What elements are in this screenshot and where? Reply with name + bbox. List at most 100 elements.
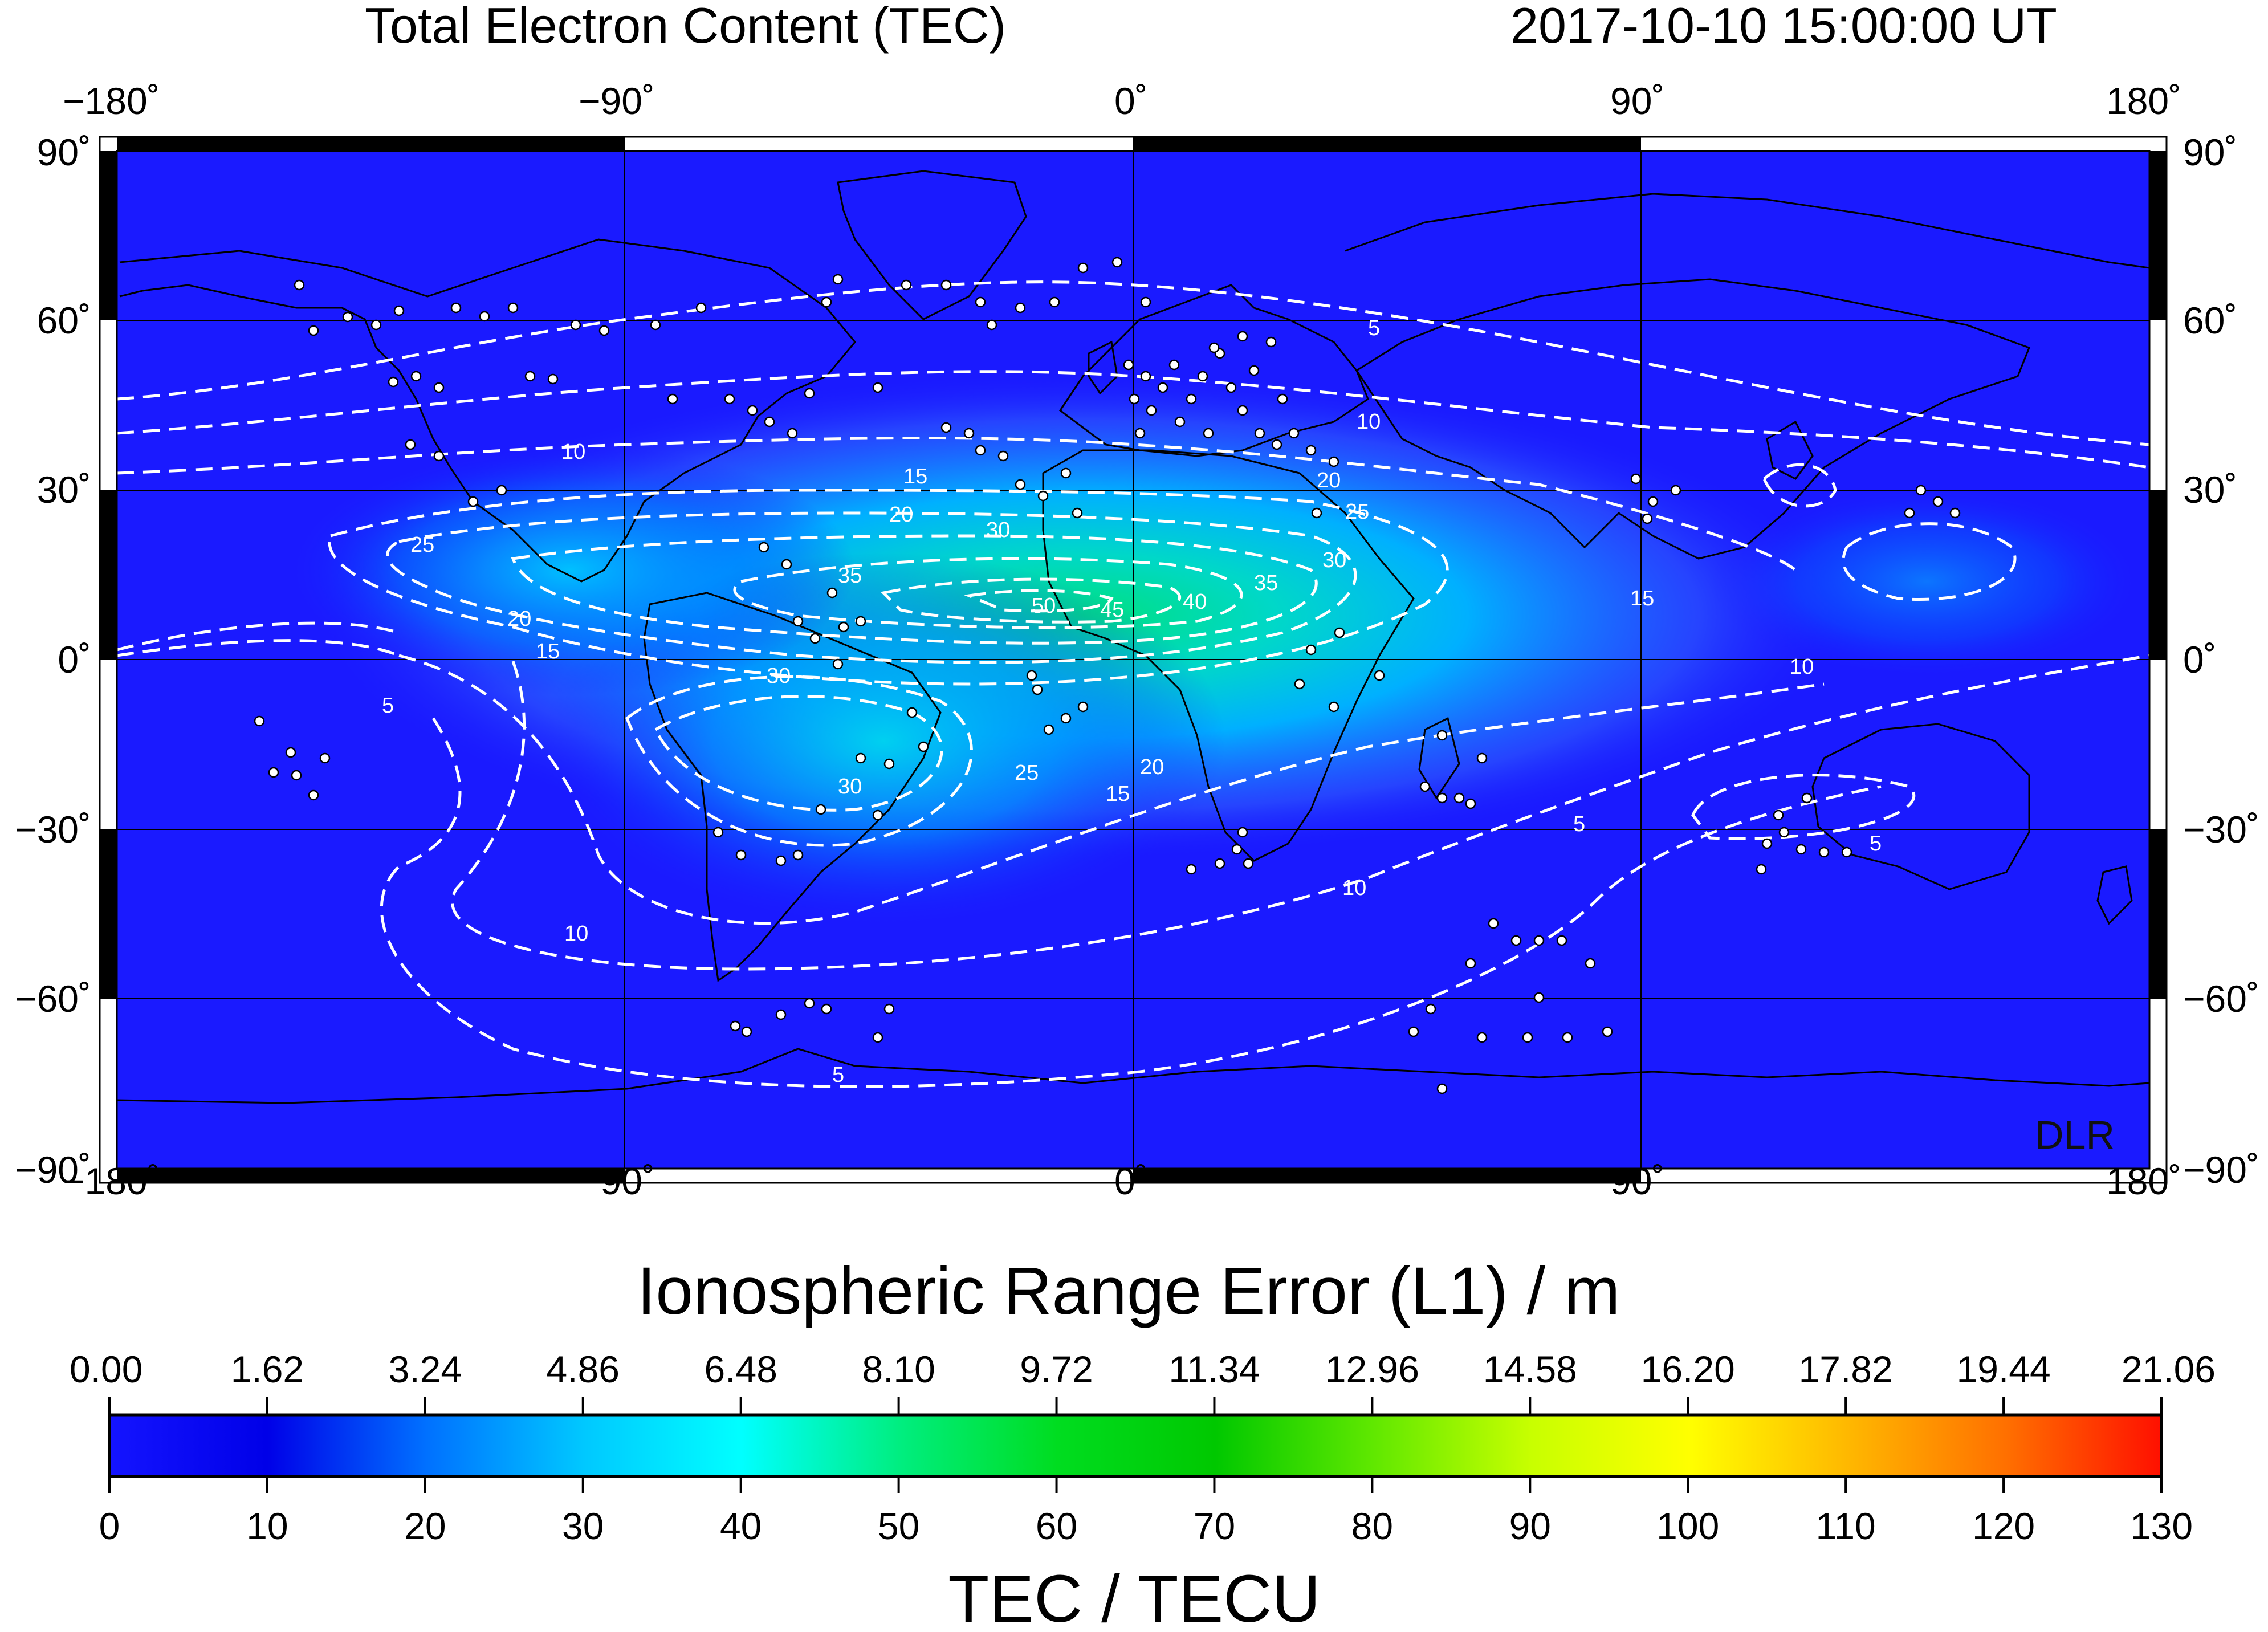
contour-label-35b: 35 <box>1254 571 1278 595</box>
range-error-tick: 19.44 <box>1956 1348 2050 1390</box>
map-border-bars <box>100 137 2167 1183</box>
contour-label-15c: 15 <box>536 640 560 664</box>
range-error-tick: 14.58 <box>1483 1348 1577 1390</box>
lon-tick-bottom: 90˚ <box>1610 1160 1664 1202</box>
lat-tick-right: −90˚ <box>2183 1149 2259 1191</box>
contour-label-15d: 15 <box>1106 782 1130 806</box>
contour-sa-30 <box>653 695 943 812</box>
range-error-tick: 1.62 <box>231 1348 304 1390</box>
lat-tick-left: −90˚ <box>15 1149 91 1191</box>
contour-label-20d: 20 <box>1140 755 1164 779</box>
contour-label-10a: 10 <box>561 440 585 464</box>
lat-tick-left: 60˚ <box>37 299 91 341</box>
coast-greenland <box>837 170 1027 320</box>
contour-label-25c: 25 <box>1015 761 1039 785</box>
contour-labels: 5 10 10 15 20 25 30 35 50 45 40 35 30 25… <box>382 316 1882 1087</box>
graticule <box>117 151 2149 1169</box>
lat-tick-right: 30˚ <box>2183 469 2237 511</box>
outer-frame <box>99 136 2168 1184</box>
lat-tick-right: 90˚ <box>2183 131 2237 173</box>
contour-label-20b: 20 <box>1317 469 1341 493</box>
coast-australia <box>1811 723 2030 890</box>
coast-europe <box>1058 284 1369 457</box>
contour-5-south <box>117 621 1916 1088</box>
contour-asia-10 <box>1762 463 1837 508</box>
range-error-tick: 0.00 <box>70 1348 142 1390</box>
contour-40 <box>880 577 1182 624</box>
contour-label-35a: 35 <box>838 564 862 588</box>
timestamp: 2017-10-10 15:00:00 UT <box>1510 0 2057 54</box>
tec-tick: 100 <box>1656 1505 1719 1547</box>
lon-tick-bottom: −90˚ <box>579 1160 655 1202</box>
contour-label-30a: 30 <box>986 518 1010 542</box>
contour-label-10d: 10 <box>564 922 588 946</box>
coast-antarctica <box>117 1048 2149 1104</box>
tec-tick: 60 <box>1036 1505 1077 1547</box>
lon-tick-bottom: −180˚ <box>63 1160 160 1202</box>
lat-tick-left: 90˚ <box>37 131 91 173</box>
coast-new-zealand <box>2096 865 2133 925</box>
tec-tick: 110 <box>1816 1505 1876 1547</box>
contour-15-south <box>398 654 1825 925</box>
tec-colorbar <box>108 1413 2163 1478</box>
tec-tick: 80 <box>1351 1505 1393 1547</box>
tec-axis-label: TEC / TECU <box>948 1561 1320 1629</box>
contour-20 <box>328 489 1449 686</box>
range-error-tick: 12.96 <box>1325 1348 1419 1390</box>
range-error-ticks: 0.00 1.62 3.24 4.86 6.48 8.10 9.72 11.34 12.96 14… <box>70 1348 2216 1415</box>
contour-label-40a: 40 <box>1183 590 1207 614</box>
lon-tick-bottom: 180˚ <box>2106 1160 2181 1202</box>
lat-tick-left: 30˚ <box>37 469 91 511</box>
tec-map: 5 10 10 15 20 25 30 35 50 45 40 35 30 25… <box>15 80 2259 1202</box>
lon-tick-top: 90˚ <box>1610 80 1664 122</box>
range-error-tick: 4.86 <box>547 1348 620 1390</box>
coast-africa <box>1042 449 1415 862</box>
credit-dlr: DLR <box>2035 1113 2115 1157</box>
figure-title: Total Electron Content (TEC) <box>365 0 1006 54</box>
coast-japan <box>1766 420 1814 480</box>
range-error-tick: 8.10 <box>862 1348 935 1390</box>
contour-35 <box>733 557 1243 629</box>
coast-madagascar <box>1418 717 1460 800</box>
tec-tick: 70 <box>1194 1505 1235 1547</box>
contour-label-15a: 15 <box>903 465 927 489</box>
contour-25 <box>386 511 1357 664</box>
lon-tick-top: −90˚ <box>579 80 655 122</box>
range-error-tick: 6.48 <box>704 1348 777 1390</box>
range-error-tick: 9.72 <box>1020 1348 1093 1390</box>
contour-label-5c: 5 <box>1573 812 1585 836</box>
range-error-tick: 11.34 <box>1168 1348 1260 1390</box>
lat-tick-left: −60˚ <box>15 978 91 1020</box>
coast-asia-north <box>1345 193 2149 269</box>
coast-south-america <box>643 592 942 982</box>
range-error-tick: 17.82 <box>1799 1348 1893 1390</box>
tec-tick: 50 <box>878 1505 919 1547</box>
tec-ticks: 0 10 20 30 40 50 60 70 80 90 100 110 120 130 <box>99 1476 2193 1547</box>
lat-tick-right: −30˚ <box>2183 808 2259 850</box>
contour-label-20c: 20 <box>507 607 531 631</box>
contour-label-30b: 30 <box>1322 548 1346 572</box>
tec-tick: 30 <box>562 1505 604 1547</box>
contour-label-5b: 5 <box>382 694 394 718</box>
contour-10-south <box>117 639 2149 971</box>
contour-label-45a: 45 <box>1100 598 1124 622</box>
range-error-label: Ionospheric Range Error (L1) / m <box>637 1253 1620 1329</box>
contour-label-10e: 10 <box>1342 876 1366 900</box>
coastlines <box>117 170 2149 1104</box>
contour-label-10c: 10 <box>1790 655 1814 679</box>
contour-5-north <box>117 280 2149 446</box>
lat-tick-left: −30˚ <box>15 808 91 850</box>
contour-50 <box>963 589 1114 613</box>
tec-tick: 20 <box>404 1505 446 1547</box>
lon-ticks-top: −180˚ −90˚ 0˚ 90˚ 180˚ <box>63 80 2181 122</box>
lat-ticks-right: 90˚ 60˚ 30˚ 0˚ −30˚ −60˚ −90˚ <box>2183 131 2259 1191</box>
contour-label-30c: 30 <box>767 664 791 688</box>
range-error-tick: 21.06 <box>2122 1348 2216 1390</box>
contour-sa-25 <box>625 675 973 847</box>
lat-tick-right: −60˚ <box>2183 978 2259 1020</box>
contour-label-25a: 25 <box>410 533 434 557</box>
tec-tick: 120 <box>1972 1505 2035 1547</box>
tec-tick: 10 <box>246 1505 288 1547</box>
lon-tick-bottom: 0˚ <box>1114 1160 1148 1202</box>
lat-ticks-left: 90˚ 60˚ 30˚ 0˚ −30˚ −60˚ −90˚ <box>15 131 91 1191</box>
